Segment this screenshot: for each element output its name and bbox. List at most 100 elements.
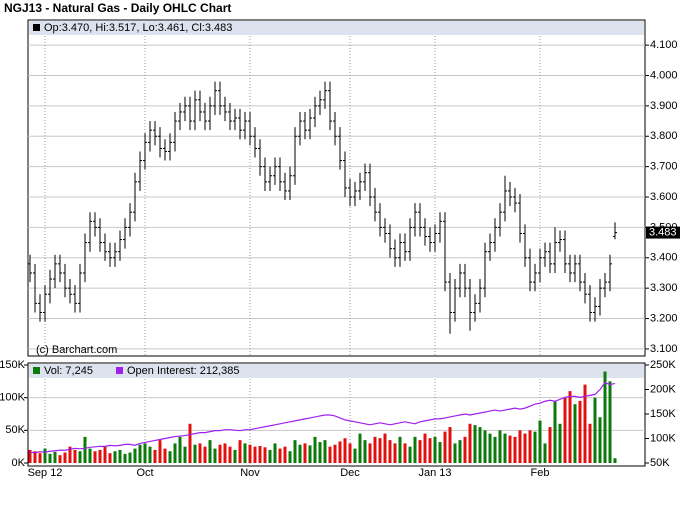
volume-bar xyxy=(288,451,292,463)
volume-bar xyxy=(93,451,97,463)
volume-bar xyxy=(308,445,312,463)
volume-bar xyxy=(603,371,607,463)
volume-bar xyxy=(378,438,382,463)
volume-bar xyxy=(203,446,207,463)
volume-bar xyxy=(488,433,492,463)
volume-bar xyxy=(338,441,342,463)
volume-bar xyxy=(613,458,617,463)
volume-bar xyxy=(458,440,462,463)
volume-bar xyxy=(73,449,77,463)
y2-tick-label: 250K xyxy=(650,359,676,371)
volume-bar xyxy=(133,448,137,463)
volume-bar xyxy=(583,384,587,463)
volume-bar xyxy=(173,443,177,463)
volume-bar xyxy=(518,430,522,463)
volume-bar xyxy=(598,417,602,463)
volume-bar xyxy=(213,448,217,463)
volume-bar xyxy=(243,443,247,463)
y-tick-label: 3.600 xyxy=(650,191,678,203)
volume-bar xyxy=(533,431,537,463)
volume-bar xyxy=(163,448,167,463)
volume-bar xyxy=(433,436,437,463)
volume-bar xyxy=(448,427,452,463)
volume-bar xyxy=(363,440,367,463)
volume-bar xyxy=(183,446,187,463)
y2-tick-label: 50K xyxy=(650,457,670,469)
volume-bar xyxy=(43,448,47,463)
volume-bar xyxy=(473,425,477,463)
volume-bar xyxy=(138,444,142,463)
volume-bar xyxy=(178,436,182,463)
volume-bar xyxy=(33,451,37,463)
volume-bar xyxy=(83,436,87,463)
volume-bar xyxy=(528,430,532,463)
volume-bar xyxy=(568,391,572,463)
volume-bar xyxy=(438,442,442,463)
x-tick-label: Oct xyxy=(136,467,153,479)
volume-bar xyxy=(313,436,317,463)
info-swatch xyxy=(33,24,40,31)
volume-bar xyxy=(573,404,577,463)
x-tick-label: Feb xyxy=(531,467,550,479)
volume-bar xyxy=(48,453,52,463)
x-tick-label: Nov xyxy=(240,467,260,479)
volume-bar xyxy=(238,440,242,463)
volume-bar xyxy=(453,443,457,463)
volume-bar xyxy=(273,443,277,463)
volume-bar xyxy=(343,438,347,463)
y-tick-label: 0K xyxy=(12,457,26,469)
y-tick-label: 150K xyxy=(0,359,26,371)
volume-bar xyxy=(548,427,552,463)
volume-bar xyxy=(38,453,42,463)
info-band xyxy=(29,21,644,35)
volume-bar xyxy=(543,443,547,463)
volume-bar xyxy=(558,423,562,463)
volume-bar xyxy=(373,436,377,463)
y-tick-label: 3.700 xyxy=(650,161,678,173)
volume-bar xyxy=(328,446,332,463)
volume-bar xyxy=(148,446,152,463)
volume-bar xyxy=(253,446,257,463)
volume-bar xyxy=(98,449,102,463)
volume-bar xyxy=(68,446,72,463)
volume-bar xyxy=(258,446,262,463)
volume-bar xyxy=(78,451,82,463)
volume-bar xyxy=(188,423,192,463)
volume-bar xyxy=(283,446,287,463)
y-tick-label: 3.900 xyxy=(650,100,678,112)
volume-bar xyxy=(318,442,322,463)
volume-bar xyxy=(563,397,567,463)
volume-bar xyxy=(468,423,472,463)
volume-bar xyxy=(143,443,147,463)
y-tick-label: 50K xyxy=(5,424,25,436)
volume-bar xyxy=(53,451,57,463)
y-tick-label: 4.100 xyxy=(650,39,678,51)
volume-bar xyxy=(428,438,432,463)
volume-bar xyxy=(588,423,592,463)
volume-bar xyxy=(388,440,392,463)
volume-bar xyxy=(113,451,117,463)
volume-bar xyxy=(513,436,517,463)
volume-legend-band xyxy=(29,364,644,378)
y-tick-label: 3.300 xyxy=(650,282,678,294)
volume-bar xyxy=(508,435,512,463)
volume-bar xyxy=(268,449,272,463)
volume-bar xyxy=(483,430,487,463)
volume-bar xyxy=(333,444,337,463)
volume-bar xyxy=(538,420,542,463)
volume-legend: Vol: 7,245 xyxy=(44,365,93,377)
volume-bar xyxy=(443,431,447,463)
y2-tick-label: 150K xyxy=(650,408,676,420)
y-tick-label: 4.000 xyxy=(650,69,678,81)
volume-bar xyxy=(218,444,222,463)
volume-bar xyxy=(578,400,582,463)
volume-bar xyxy=(28,449,32,463)
volume-bar xyxy=(108,453,112,463)
volume-bar xyxy=(248,444,252,463)
y2-tick-label: 100K xyxy=(650,432,676,444)
volume-bar xyxy=(168,451,172,463)
y-tick-label: 3.100 xyxy=(650,343,678,355)
volume-bar xyxy=(63,452,67,463)
volume-bar xyxy=(58,455,62,463)
